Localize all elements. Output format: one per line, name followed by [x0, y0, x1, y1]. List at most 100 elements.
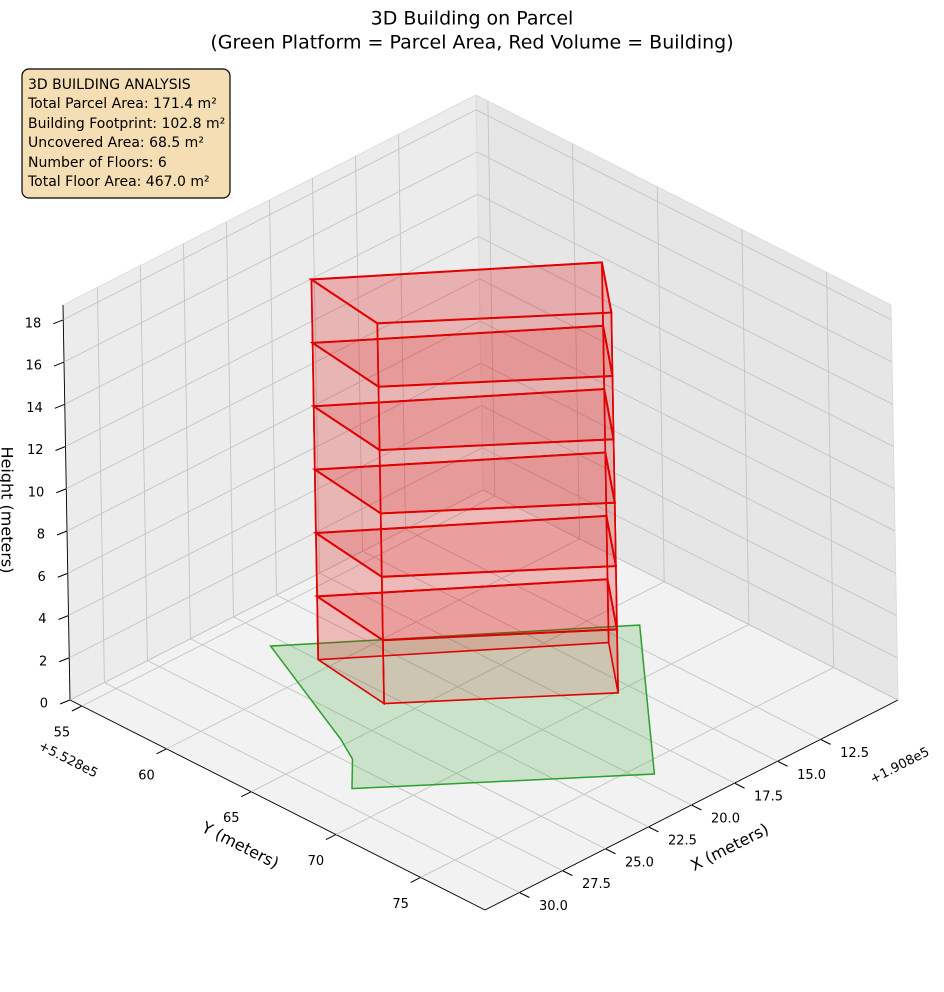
- grid-line: [63, 109, 477, 321]
- y-offset-label: +5.528e5: [36, 739, 100, 782]
- annotation: 3D BUILDING ANALYSIS: [28, 77, 191, 93]
- x-axis-label: X (meters): [687, 819, 771, 875]
- y-tick-label: 75: [392, 897, 409, 912]
- y-tick-label: 55: [54, 726, 71, 741]
- z-tick-label: 10: [28, 485, 45, 500]
- x-tick: [519, 892, 530, 898]
- annotation: Total Floor Area: 467.0 m²: [27, 174, 210, 190]
- grid-line: [405, 528, 821, 740]
- grid-line: [67, 362, 481, 574]
- y-tick: [410, 876, 421, 883]
- grid-line: [69, 489, 484, 701]
- grid-line: [477, 193, 893, 405]
- grid-line: [276, 594, 692, 806]
- grid-line: [66, 278, 480, 490]
- grid-line: [190, 638, 606, 850]
- parcel: [269, 624, 656, 790]
- y-tick-label: 65: [223, 811, 240, 826]
- grid-line: [355, 156, 363, 552]
- z-tick-label: 18: [25, 316, 42, 331]
- grid-line: [481, 405, 897, 616]
- x-tick: [562, 870, 573, 877]
- x-tick-label: 25.0: [625, 855, 654, 870]
- z-tick: [59, 657, 70, 663]
- grid-line: [420, 667, 834, 878]
- grid-line: [656, 186, 665, 582]
- z-tick: [56, 488, 67, 494]
- grid-line: [166, 538, 580, 750]
- grid-line: [104, 682, 520, 893]
- y-tick: [325, 834, 337, 841]
- z-tick-label: 16: [25, 359, 42, 374]
- x-tick-label: 20.0: [711, 812, 740, 827]
- x-tick-label: 22.5: [668, 833, 697, 848]
- grid-line: [476, 151, 893, 363]
- grid-line: [479, 278, 895, 490]
- z-tick-label: 4: [38, 612, 46, 627]
- x-tick: [777, 760, 788, 767]
- grid-line: [319, 572, 735, 784]
- y-tick: [156, 748, 167, 755]
- y-axis-label: Y (meters): [198, 817, 282, 872]
- z-tick-label: 8: [37, 528, 45, 543]
- z-axis-label: Height (meters): [0, 447, 17, 574]
- x-tick-label: 17.5: [754, 790, 783, 805]
- z-tick-label: 6: [37, 570, 45, 585]
- z-tick: [54, 403, 65, 409]
- grid-line: [139, 265, 148, 661]
- grid-line: [66, 320, 481, 532]
- grid-line: [233, 616, 649, 828]
- x-tick-label: 30.0: [539, 899, 568, 914]
- grid-line: [251, 581, 665, 793]
- axis-line: [62, 304, 71, 701]
- grid-line: [482, 489, 899, 701]
- x-offset-label: +1.908e5: [868, 745, 932, 788]
- grid-line: [480, 362, 896, 574]
- annotation: Total Parcel Area: 171.4 m²: [27, 96, 217, 112]
- grid-line: [69, 447, 483, 659]
- z-tick: [55, 446, 66, 451]
- z-tick-label: 12: [27, 443, 44, 458]
- x-tick: [691, 804, 702, 811]
- floor: [310, 388, 616, 515]
- x-tick: [734, 782, 745, 789]
- z-tick: [58, 615, 69, 620]
- grid-line: [479, 320, 896, 532]
- z-tick-label: 2: [39, 654, 47, 669]
- grid-line: [64, 193, 478, 405]
- grid-line: [478, 236, 894, 447]
- x-tick: [605, 848, 616, 855]
- floor: [314, 578, 619, 706]
- x-tick-label: 15.0: [797, 768, 826, 783]
- annotation: Building Footprint: 102.8 m²: [28, 116, 225, 132]
- grid-line: [312, 178, 320, 574]
- grid-line: [183, 243, 191, 639]
- grid-line: [482, 447, 898, 659]
- grid-line: [269, 199, 277, 596]
- grid-line: [572, 143, 581, 539]
- grid-line: [96, 287, 105, 683]
- floor: [308, 261, 614, 389]
- grid-line: [362, 550, 778, 762]
- grid-line: [226, 221, 234, 617]
- z-tick-label: 0: [40, 697, 48, 712]
- z-tick: [53, 361, 65, 367]
- annotation: Number of Floors: 6: [28, 155, 167, 171]
- grid-line: [63, 151, 478, 363]
- marks: [269, 261, 656, 790]
- chart-title: 3D Building on Parcel: [371, 8, 574, 30]
- x-tick: [820, 738, 831, 745]
- x-tick-label: 12.5: [840, 746, 869, 761]
- z-tick-label: 14: [26, 401, 43, 416]
- grid-line: [65, 236, 479, 447]
- y-tick: [71, 705, 83, 712]
- x-tick-label: 27.5: [582, 877, 611, 892]
- annotation: Uncovered Area: 68.5 m²: [28, 135, 204, 151]
- grid-line: [476, 109, 892, 321]
- floor: [309, 324, 615, 452]
- z-tick: [56, 530, 68, 536]
- axis-line: [69, 699, 486, 911]
- grid-line: [826, 272, 835, 668]
